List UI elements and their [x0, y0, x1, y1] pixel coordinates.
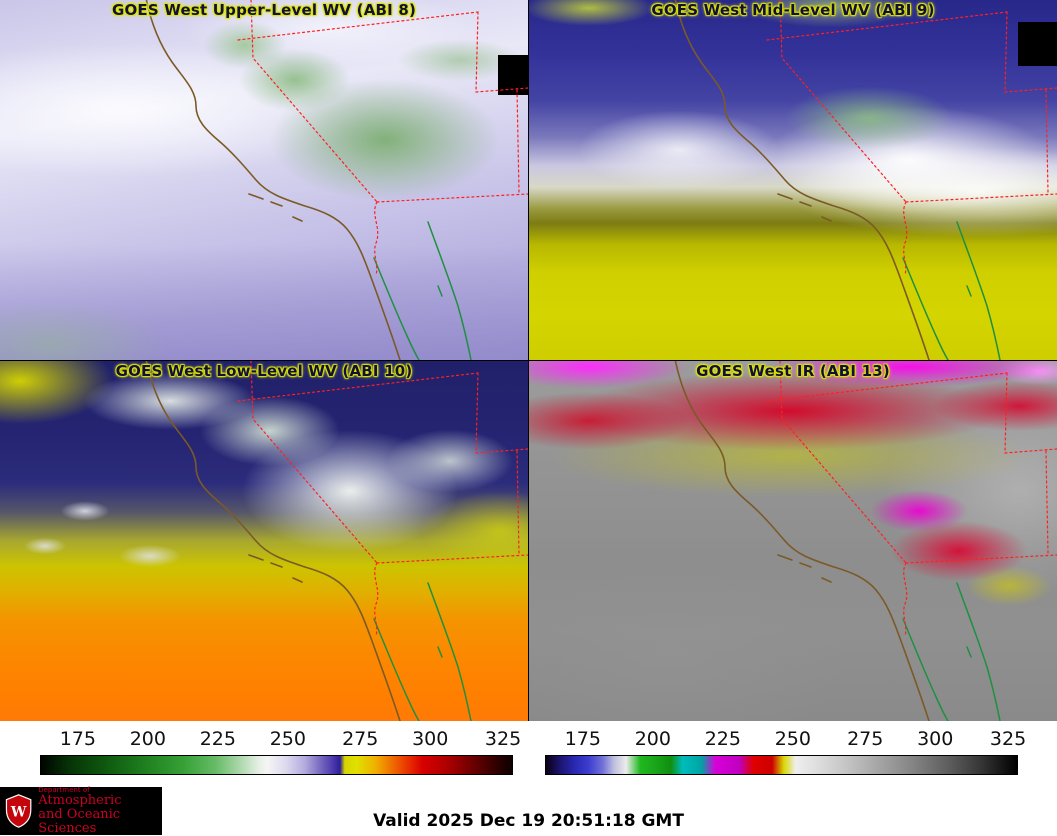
panel-title-ir: GOES West IR (ABI 13) [696, 362, 890, 380]
uw-aos-logo: W Department of Atmospheric and Oceanic … [0, 785, 162, 836]
ir-tick-225: 225 [704, 728, 741, 750]
uw-crest-icon: W [5, 794, 32, 828]
wv-tick-325: 325 [484, 728, 522, 750]
panel-title-low-wv: GOES West Low-Level WV (ABI 10) [115, 362, 413, 380]
wv-colorbar-gradient [40, 755, 513, 775]
satellite-quad-grid: GOES West Upper-Level WV (ABI 8) GOES We… [0, 0, 1057, 721]
logo-line-1: Atmospheric [38, 793, 122, 809]
wv-tick-250: 250 [269, 728, 306, 750]
ir-colorbar-gradient [545, 755, 1018, 775]
map-overlay-upper-wv [145, 0, 528, 360]
wv-colorbar-ticks: 175 200 225 250 275 300 325 [40, 728, 522, 753]
wv-tick-175: 175 [59, 728, 96, 750]
ir-tick-325: 325 [989, 728, 1027, 750]
wv-tick-275: 275 [342, 728, 379, 750]
footer: W Department of Atmospheric and Oceanic … [0, 785, 1057, 836]
map-overlay-ir [674, 361, 1057, 721]
ir-colorbar: 175 200 225 250 275 300 325 [545, 728, 1027, 775]
panel-upper-level-wv: GOES West Upper-Level WV (ABI 8) [0, 0, 528, 360]
panel-ir: GOES West IR (ABI 13) [529, 361, 1057, 721]
map-overlay-mid-wv [674, 0, 1057, 360]
ir-tick-200: 200 [634, 728, 671, 750]
ir-colorbar-ticks: 175 200 225 250 275 300 325 [545, 728, 1027, 753]
logo-department-line: Department of [38, 785, 90, 794]
panel-title-mid-wv: GOES West Mid-Level WV (ABI 9) [651, 1, 935, 19]
panel-mid-level-wv: GOES West Mid-Level WV (ABI 9) [529, 0, 1057, 360]
wv-colorbar: 175 200 225 250 275 300 325 [40, 728, 522, 775]
map-overlay-low-wv [145, 361, 528, 721]
wv-tick-300: 300 [412, 728, 449, 750]
valid-timestamp: Valid 2025 Dec 19 20:51:18 GMT [373, 811, 684, 831]
ir-tick-275: 275 [847, 728, 884, 750]
panel-low-level-wv: GOES West Low-Level WV (ABI 10) [0, 361, 528, 721]
ir-tick-300: 300 [917, 728, 954, 750]
colorbar-row: 175 200 225 250 275 300 325 175 200 225 … [0, 721, 1057, 785]
panel-title-upper-wv: GOES West Upper-Level WV (ABI 8) [111, 1, 417, 19]
ir-tick-250: 250 [774, 728, 811, 750]
ir-tick-175: 175 [564, 728, 601, 750]
wv-tick-225: 225 [199, 728, 236, 750]
wv-tick-200: 200 [129, 728, 166, 750]
logo-line-2: and Oceanic Sciences [38, 806, 121, 836]
svg-text:W: W [10, 805, 27, 821]
logo-text: Department of Atmospheric and Oceanic Sc… [38, 785, 162, 836]
